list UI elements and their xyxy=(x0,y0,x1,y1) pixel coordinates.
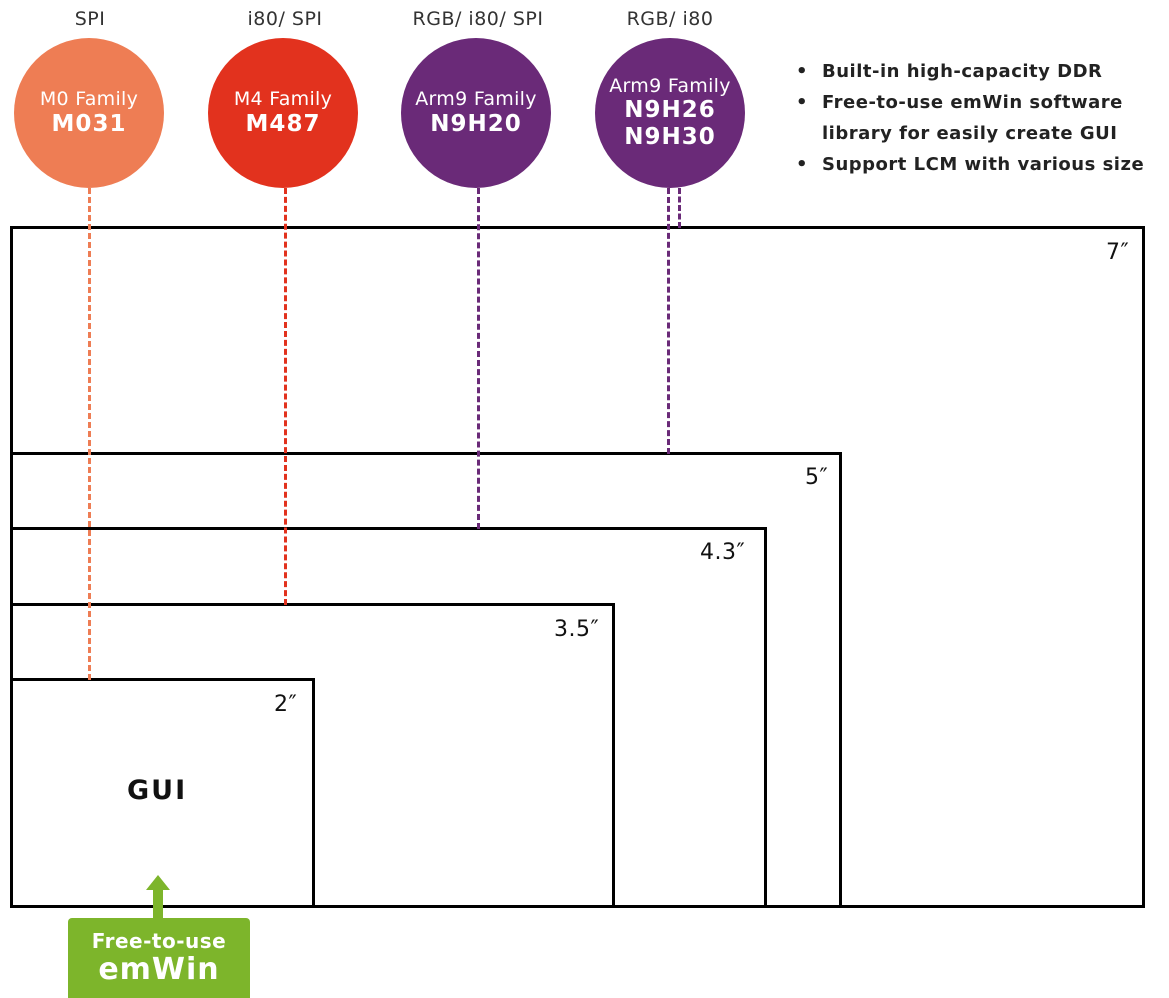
emwin-line2: emWin xyxy=(98,951,220,987)
family-circle-m4: M4 Family M487 xyxy=(208,38,358,188)
model-name: N9H26 xyxy=(624,97,716,124)
model-name: M031 xyxy=(51,110,127,137)
size-label-2-inch: 2″ xyxy=(274,692,298,717)
feature-item-continuation: library for easily create GUI xyxy=(796,118,1144,149)
emwin-badge: Free-to-use emWin xyxy=(68,918,250,998)
family-circle-arm9-n9h20: Arm9 Family N9H20 xyxy=(401,38,551,188)
family-name: M4 Family xyxy=(233,87,333,110)
feature-item: • Built-in high-capacity DDR xyxy=(796,56,1144,87)
arrow-shaft xyxy=(153,888,163,922)
feature-text: Support LCM with various size xyxy=(822,154,1145,175)
gui-label: GUI xyxy=(127,775,188,806)
family-name: Arm9 Family xyxy=(609,74,731,97)
model-name: N9H20 xyxy=(430,110,522,137)
feature-text: library for easily create GUI xyxy=(822,123,1118,144)
model-name: N9H30 xyxy=(624,123,716,150)
connector-n9h20 xyxy=(477,188,480,529)
connector-n9h26-n9h30 xyxy=(667,188,670,454)
size-label-7-inch: 7″ xyxy=(1106,240,1130,265)
interface-label-m4: i80/ SPI xyxy=(247,8,323,30)
interface-label-arm9-n9h26: RGB/ i80 xyxy=(626,8,714,30)
size-label-3-5-inch: 3.5″ xyxy=(554,617,600,642)
feature-list: • Built-in high-capacity DDR • Free-to-use… xyxy=(796,56,1144,180)
model-name: M487 xyxy=(245,110,321,137)
feature-text: Built-in high-capacity DDR xyxy=(822,61,1103,82)
size-label-5-inch: 5″ xyxy=(805,465,829,490)
bullet-icon: • xyxy=(796,61,809,82)
feature-item: • Free-to-use emWin software xyxy=(796,87,1144,118)
connector-m031 xyxy=(88,188,91,680)
feature-text: Free-to-use emWin software xyxy=(822,92,1123,113)
lcd-2-inch xyxy=(10,678,315,908)
bullet-icon: • xyxy=(796,92,809,113)
connector-m487 xyxy=(284,188,287,605)
size-label-4-3-inch: 4.3″ xyxy=(700,540,746,565)
family-circle-arm9-n9h26-n9h30: Arm9 Family N9H26 N9H30 xyxy=(595,38,745,188)
connector-n9h26-n9h30-secondary xyxy=(678,188,681,228)
family-name: Arm9 Family xyxy=(415,87,537,110)
interface-label-m0: SPI xyxy=(74,8,106,30)
feature-item: • Support LCM with various size xyxy=(796,149,1144,180)
family-name: M0 Family xyxy=(39,87,139,110)
interface-label-arm9-n9h20: RGB/ i80/ SPI xyxy=(412,8,544,30)
emwin-line1: Free-to-use xyxy=(91,928,227,953)
arrow-up-icon xyxy=(146,875,170,890)
bullet-icon: • xyxy=(796,154,809,175)
family-circle-m0: M0 Family M031 xyxy=(14,38,164,188)
